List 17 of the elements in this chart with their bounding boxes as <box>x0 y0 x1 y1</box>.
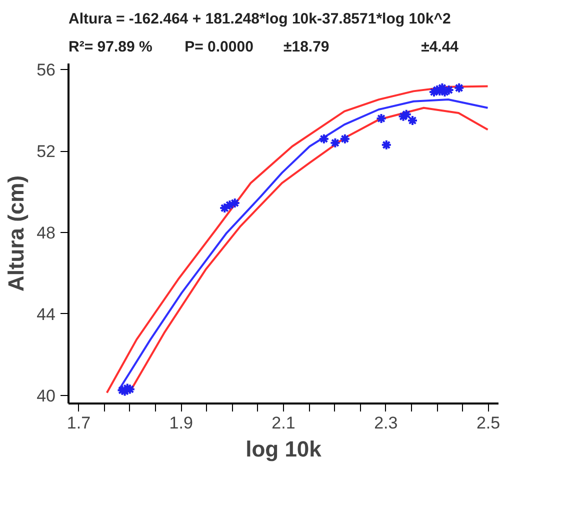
chart-title: Altura = -162.464 + 181.248*log 10k-37.8571*log 10k^2 <box>68 10 451 28</box>
x-tick-label: 1.9 <box>169 414 193 432</box>
text: ±4.44 <box>421 38 460 56</box>
x-tick-label: 2.5 <box>476 414 500 432</box>
y-tick-label: 40 <box>36 386 56 406</box>
y-tick-label: 52 <box>36 142 56 162</box>
x-axis-title: log 10k <box>246 436 322 462</box>
x-tick-label: 2.1 <box>272 414 296 432</box>
y-tick-label: 44 <box>36 304 56 324</box>
y-tick-label: 56 <box>36 60 56 80</box>
y-tick-label: 48 <box>36 223 56 242</box>
y-axis-title: Altura (cm) <box>4 175 29 292</box>
x-tick-label: 2.3 <box>374 414 398 432</box>
text: P= 0.0000 <box>184 38 254 56</box>
text: R²= 97.89 % <box>68 38 152 56</box>
text: ±18.79 <box>284 38 330 56</box>
x-tick-label: 1.7 <box>66 414 91 432</box>
